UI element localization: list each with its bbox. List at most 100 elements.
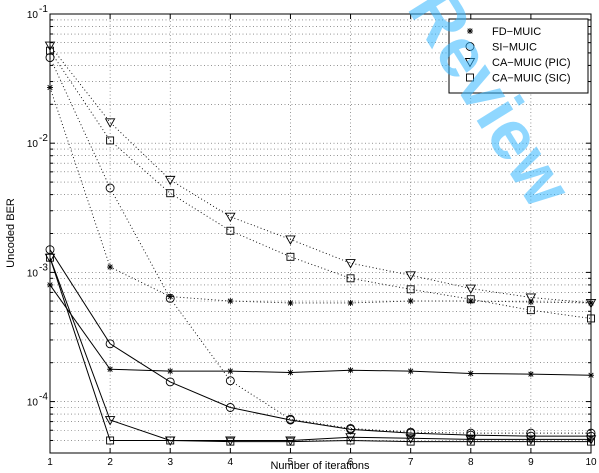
data-point-triangle [164, 175, 176, 186]
data-point-square [466, 437, 475, 446]
data-point-star [107, 264, 114, 271]
y-tick-label: 10 [27, 139, 39, 150]
data-point-triangle [405, 434, 416, 444]
data-point-square [226, 226, 235, 235]
data-point-circle [105, 339, 115, 349]
data-point-triangle [285, 436, 296, 446]
y-tick-exponent: -3 [39, 262, 48, 273]
y-tick-label: 10 [27, 10, 39, 21]
data-point-square [346, 274, 355, 283]
data-point-star [167, 368, 174, 375]
data-point-square [406, 285, 415, 294]
data-point-triangle [345, 259, 356, 269]
series-line [49, 257, 591, 443]
legend-label: CA−MUIC (PIC) [492, 57, 571, 69]
data-point-star [407, 298, 414, 305]
data-point-triangle [104, 416, 116, 426]
data-point-square [166, 436, 175, 445]
data-point-triangle [464, 58, 476, 68]
x-tick-label: 8 [468, 457, 474, 468]
data-point-star [227, 298, 234, 305]
x-tick-label: 2 [107, 457, 113, 468]
legend-entry: CA−MUIC (SIC) [466, 73, 571, 85]
data-point-square [346, 436, 355, 445]
data-point-triangle [225, 212, 236, 223]
series-line [49, 57, 591, 434]
x-tick-label: 7 [408, 457, 414, 468]
legend: FD−MUIC SI−MUIC CA−MUIC (PIC) CA−MUIC (SIC) [448, 18, 589, 94]
legend-label: SI−MUIC [492, 42, 537, 54]
series-line [49, 249, 591, 437]
y-tick-label: 10 [27, 398, 39, 409]
x-tick-label: 3 [167, 457, 173, 468]
data-point-triangle [285, 235, 296, 245]
legend-entry: FD−MUIC [467, 26, 541, 38]
legend-label: FD−MUIC [492, 26, 541, 38]
data-point-star [287, 369, 294, 376]
x-tick-label: 10 [585, 457, 597, 468]
data-point-triangle [104, 118, 116, 128]
data-point-star [227, 368, 234, 375]
data-point-circle [526, 428, 536, 438]
y-tick-label: 10 [27, 268, 39, 279]
data-point-circle [346, 423, 356, 433]
data-point-circle [165, 293, 175, 303]
x-axis-label: Number of iterations [270, 460, 370, 472]
data-point-star [527, 371, 534, 378]
legend-entries: FD−MUIC SI−MUIC CA−MUIC (PIC) CA−MUIC (SIC) [464, 26, 571, 85]
data-point-star [287, 299, 294, 306]
y-axis-label: Uncoded BER [5, 198, 17, 268]
tick-marks [49, 14, 592, 453]
data-point-star [407, 368, 414, 375]
data-point-square [226, 437, 235, 446]
data-point-circle [225, 403, 235, 412]
data-point-circle [466, 428, 476, 438]
y-tick-exponent: -4 [39, 392, 48, 403]
data-point-circle [105, 183, 115, 193]
x-tick-label: 1 [47, 457, 53, 468]
grid-lines [50, 14, 591, 453]
legend-entry: SI−MUIC [465, 42, 537, 54]
data-point-square [526, 437, 535, 446]
data-point-square [106, 436, 115, 445]
data-point-star [347, 367, 354, 374]
x-tick-label: 4 [228, 457, 234, 468]
series-square-dotted [46, 46, 595, 323]
data-point-square [286, 252, 295, 261]
series-line [49, 87, 592, 304]
data-point-star [107, 366, 114, 373]
data-point-triangle [525, 435, 537, 445]
legend-entry: CA−MUIC (PIC) [464, 57, 571, 69]
legend-label: CA−MUIC (SIC) [492, 73, 571, 85]
data-point-triangle [345, 433, 356, 443]
data-point-star [467, 28, 473, 34]
data-point-square [466, 73, 474, 82]
data-point-square [106, 136, 115, 145]
data-point-triangle [525, 293, 537, 303]
data-point-circle [406, 427, 416, 437]
series-line [49, 257, 591, 441]
data-point-triangle [225, 436, 236, 446]
data-point-square [286, 437, 295, 446]
data-point-circle [285, 414, 295, 424]
data-point-triangle [465, 284, 477, 294]
data-point-circle [465, 42, 475, 51]
data-point-square [166, 189, 175, 198]
series-star-solid [47, 281, 594, 379]
data-point-star [467, 370, 474, 377]
data-point-star [347, 299, 354, 306]
x-tick-label: 9 [528, 457, 534, 468]
x-tick-label: 6 [348, 457, 354, 468]
data-point-triangle [405, 271, 416, 281]
data-point-square [406, 437, 415, 446]
series-line [49, 284, 592, 376]
y-tick-exponent: -2 [39, 133, 48, 144]
series-layer [44, 41, 597, 446]
y-tick-exponent: -1 [39, 4, 48, 15]
data-point-triangle [465, 435, 477, 445]
data-point-square [466, 295, 475, 304]
series-square-solid [46, 253, 595, 446]
data-point-circle [225, 376, 235, 386]
